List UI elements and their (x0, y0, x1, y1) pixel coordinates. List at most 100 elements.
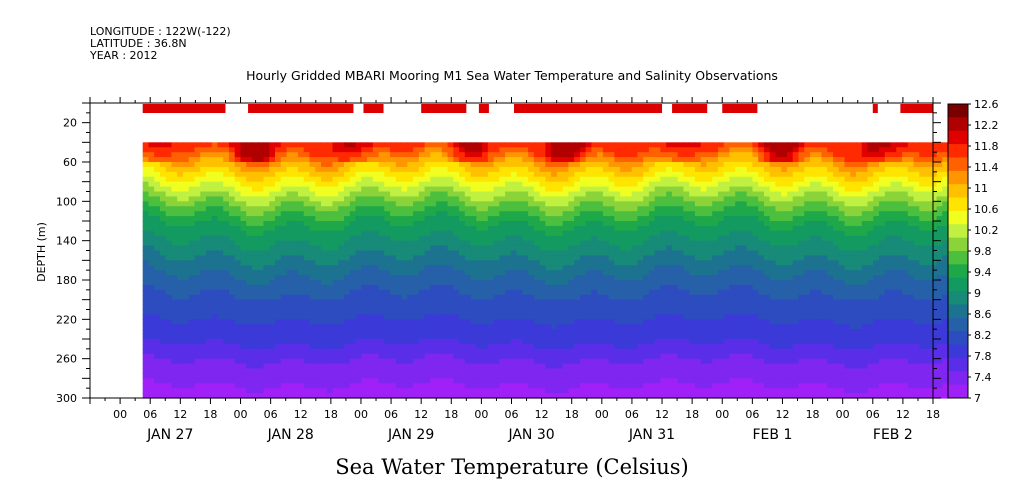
temp-cell (505, 216, 512, 222)
temp-cell (470, 388, 477, 394)
temp-cell (372, 221, 380, 227)
temp-cell (487, 196, 495, 202)
temp-cell (298, 334, 305, 340)
temp-cell (315, 343, 322, 350)
temp-cell (424, 329, 431, 335)
temp-cell (395, 186, 403, 193)
temp-cell (390, 171, 397, 178)
temp-cell (165, 211, 173, 217)
temp-cell (401, 378, 408, 384)
temp-cell (367, 339, 374, 345)
temp-cell (390, 353, 397, 360)
temp-cell (280, 304, 288, 311)
temp-cell (562, 363, 569, 370)
temp-cell (660, 280, 667, 286)
temp-cell (677, 171, 685, 178)
temp-cell (338, 353, 345, 360)
temp-cell (298, 265, 305, 271)
temp-cell (338, 284, 345, 291)
temp-cell (625, 348, 633, 355)
temp-cell (424, 294, 431, 301)
temp-cell (407, 147, 414, 153)
temp-cell (234, 353, 242, 360)
temp-cell (378, 142, 385, 148)
temp-cell (159, 152, 167, 158)
temp-cell (407, 339, 414, 345)
temp-cell (309, 343, 316, 350)
temp-cell (361, 383, 368, 389)
temp-cell (263, 289, 270, 296)
temp-cell (459, 393, 466, 399)
temp-cell (177, 363, 184, 370)
temp-cell (418, 240, 426, 247)
temp-cell (585, 378, 592, 384)
temp-cell (493, 343, 500, 350)
temp-cell (269, 211, 276, 217)
temp-cell (148, 339, 155, 345)
temp-cell (505, 235, 512, 242)
temp-cell (568, 348, 575, 355)
temp-cell (286, 353, 293, 360)
temp-cell (516, 280, 523, 286)
temp-cell (367, 265, 374, 271)
temp-cell (188, 240, 196, 247)
temp-cell (482, 225, 489, 232)
temp-cell (689, 230, 696, 237)
temp-cell (620, 221, 627, 227)
temp-cell (459, 191, 466, 198)
temp-cell (660, 358, 667, 365)
temp-cell (625, 171, 633, 178)
temp-cell (407, 171, 414, 178)
temp-cell (332, 304, 339, 311)
temp-cell (401, 201, 408, 207)
temp-cell (648, 147, 656, 153)
temp-cell (631, 368, 639, 375)
temp-cell (326, 230, 334, 237)
temp-cell (608, 255, 615, 261)
temp-cell (689, 314, 696, 320)
temp-cell (551, 270, 558, 276)
temp-cell (464, 240, 472, 247)
temp-cell (482, 343, 489, 350)
temp-cell (211, 324, 219, 330)
temp-cell (378, 329, 385, 335)
temp-cell (338, 171, 345, 178)
temp-cell (631, 235, 639, 242)
temp-cell (148, 235, 155, 242)
temp-cell (614, 275, 621, 281)
temp-cell (602, 368, 610, 375)
temp-cell (568, 196, 575, 202)
temp-cell (625, 294, 633, 301)
temp-cell (602, 319, 610, 325)
temp-cell (510, 152, 518, 158)
temp-cell (349, 393, 357, 399)
temp-cell (378, 230, 385, 237)
temp-cell (677, 353, 685, 360)
temp-cell (395, 216, 403, 222)
temp-cell (298, 294, 305, 301)
temp-cell (177, 270, 184, 276)
temp-cell (505, 314, 512, 320)
temp-cell (545, 393, 552, 399)
temp-cell (257, 329, 265, 335)
temp-cell (464, 289, 472, 296)
temp-cell (654, 157, 662, 163)
temp-cell (614, 373, 621, 379)
temp-cell (194, 142, 201, 148)
temp-cell (246, 270, 253, 276)
temp-cell (476, 289, 483, 296)
temp-cell (476, 373, 483, 379)
temp-cell (378, 324, 385, 330)
temp-cell (280, 284, 288, 291)
temp-cell (395, 284, 403, 291)
temp-cell (148, 329, 155, 335)
temp-cell (441, 142, 449, 148)
temp-cell (585, 319, 592, 325)
temp-cell (177, 186, 184, 193)
temp-cell (625, 142, 633, 148)
temp-cell (309, 181, 316, 188)
temp-cell (493, 181, 500, 188)
temp-cell (677, 235, 685, 242)
temp-cell (182, 383, 190, 389)
temp-cell (401, 363, 408, 370)
